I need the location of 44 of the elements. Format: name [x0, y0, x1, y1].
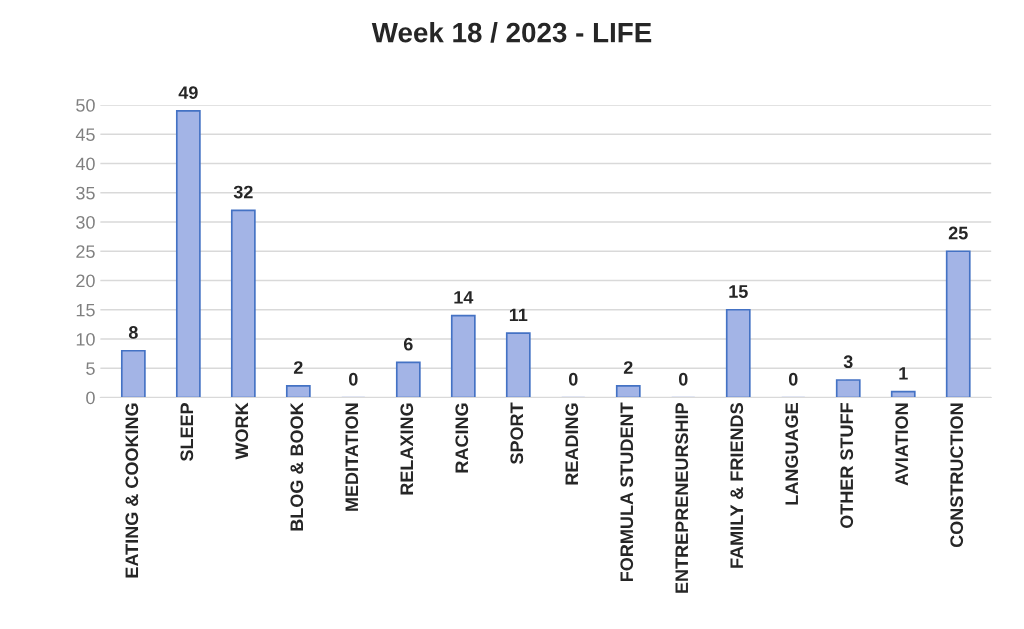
x-tick-label: READING	[565, 403, 579, 485]
data-label: 11	[509, 308, 528, 322]
data-label: 15	[729, 285, 748, 298]
x-tick-label: EATING & COOKING	[125, 403, 139, 578]
x-tick-label: AVIATION	[895, 403, 909, 486]
chart-title: Week 18 / 2023 - LIFE	[371, 22, 652, 43]
x-tick-label: BLOG & BOOK	[290, 402, 304, 531]
x-tick-label: FAMILY & FRIENDS	[730, 403, 744, 568]
data-label: 0	[678, 372, 688, 386]
x-tick-label: OTHER STUFF	[840, 403, 854, 529]
data-label: 0	[349, 372, 358, 386]
data-label: 0	[788, 372, 798, 386]
x-tick-label: FORMULA STUDENT	[620, 402, 634, 582]
x-tick-label: ENTREPRENEURSHIP	[675, 403, 689, 593]
data-label: 32	[233, 185, 253, 199]
y-tick-label: 45	[75, 128, 95, 142]
y-tick-label: 50	[76, 98, 95, 112]
x-tick-label: CONSTRUCTION	[950, 403, 964, 548]
data-label: 0	[568, 372, 578, 386]
x-tick-label: WORK	[235, 402, 249, 460]
x-tick-label: RACING	[455, 403, 469, 473]
x-tick-label: MEDITATION	[345, 403, 359, 511]
y-tick-label: 5	[86, 362, 95, 375]
x-tick-label: SLEEP	[180, 403, 194, 462]
y-tick-label: 15	[76, 303, 95, 317]
x-tick-label: LANGUAGE	[785, 403, 799, 505]
data-label: 3	[843, 355, 853, 369]
data-label: 14	[454, 291, 474, 304]
data-label: 49	[178, 86, 198, 99]
data-label: 25	[948, 226, 968, 240]
y-tick-label: 25	[76, 245, 95, 259]
y-tick-label: 20	[76, 274, 95, 288]
y-tick-label: 0	[86, 391, 95, 405]
data-label: 8	[128, 326, 138, 339]
y-tick-label: 35	[76, 186, 95, 200]
data-label: 1	[899, 367, 908, 380]
x-tick-label: RELAXING	[400, 403, 414, 495]
data-label: 6	[403, 337, 413, 351]
y-tick-label: 10	[76, 332, 95, 346]
x-tick-label: SPORT	[510, 402, 524, 465]
y-tick-label: 30	[76, 215, 95, 229]
data-label: 2	[623, 361, 633, 374]
y-tick-label: 40	[75, 157, 95, 171]
data-label: 2	[293, 361, 303, 374]
